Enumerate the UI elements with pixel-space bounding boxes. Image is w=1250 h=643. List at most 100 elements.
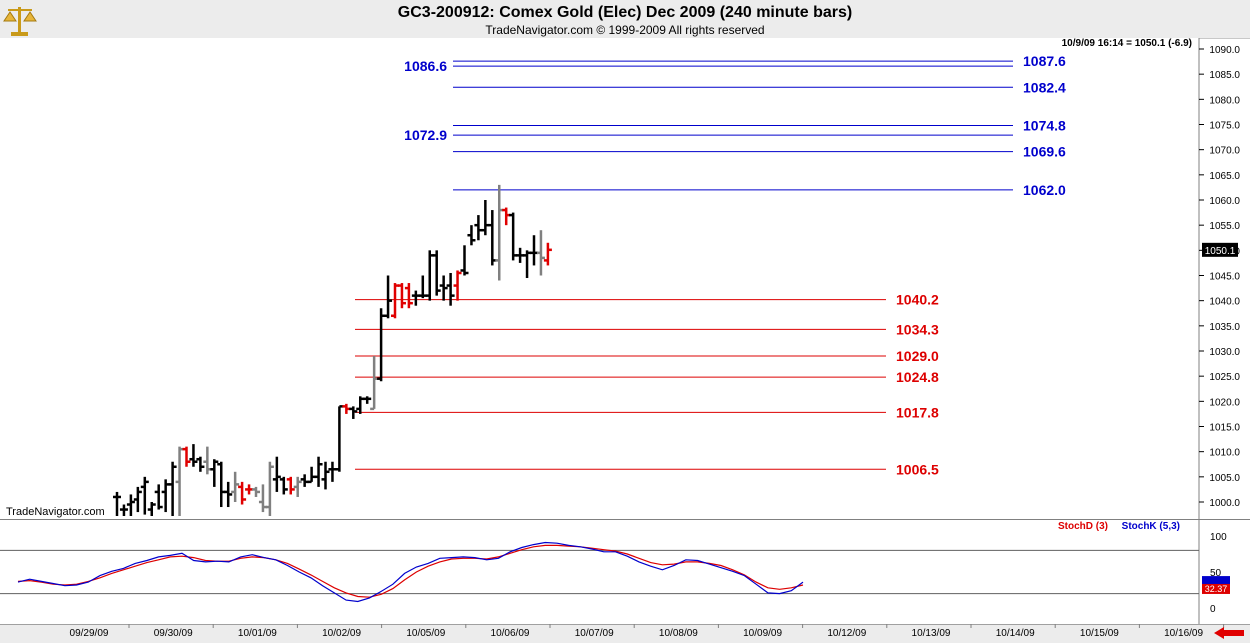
- ohlc-bar: [293, 476, 302, 497]
- date-tick-label: 10/01/09: [238, 628, 277, 639]
- price-tick-label: 1070.0: [1209, 146, 1240, 157]
- stochastic-pane: 100 50 0 32.37: [0, 532, 1230, 615]
- red-level-label: 1040.2: [896, 292, 939, 308]
- ohlc-bar: [446, 272, 455, 306]
- ohlc-bar: [140, 476, 149, 515]
- ohlc-bar: [321, 461, 330, 490]
- red-level-label: 1006.5: [896, 461, 939, 477]
- blue-level-label: 1069.6: [1023, 144, 1066, 160]
- date-tick-label: 10/07/09: [575, 628, 614, 639]
- price-tick-label: 1085.0: [1209, 70, 1240, 81]
- date-axis-labels: 09/29/09 09/30/09 10/01/09 10/02/09 10/05/09…: [70, 624, 1225, 639]
- stochk-tag-bg: [1202, 576, 1230, 586]
- price-tick-label: 1065.0: [1209, 171, 1240, 182]
- ohlc-bar: [543, 242, 552, 266]
- stoch-tick-label: 100: [1210, 532, 1227, 543]
- price-axis: 1000.0 1005.0 1010.0 1015.0 1020.0 1025.0 1030…: [1199, 45, 1240, 509]
- ohlc-bar: [404, 283, 413, 309]
- last-price-tag: 1050.1: [1205, 246, 1236, 257]
- ohlc-bar: [349, 406, 358, 419]
- ohlc-bar: [460, 245, 469, 276]
- date-tick-label: 10/09/09: [743, 628, 782, 639]
- ohlc-bar: [224, 481, 233, 508]
- date-tick-label: 10/13/09: [912, 628, 951, 639]
- stochd-line: [17, 544, 804, 598]
- date-axis: [0, 624, 1250, 643]
- ohlc-bar: [314, 456, 323, 487]
- price-tick-label: 1035.0: [1209, 322, 1240, 333]
- blue-level-label: 1087.6: [1023, 53, 1066, 69]
- price-tick-label: 1060.0: [1209, 196, 1240, 207]
- blue-level-label: 1074.8: [1023, 118, 1066, 134]
- ohlc-bar: [384, 275, 393, 319]
- ohlc-bar: [189, 444, 198, 467]
- legend-stochk: StochK (5,3): [1122, 521, 1180, 532]
- price-tick-label: 1075.0: [1209, 121, 1240, 132]
- ohlc-bar: [182, 446, 191, 467]
- blue-level-label: 1082.4: [1023, 79, 1066, 95]
- ohlc-bar: [196, 456, 205, 472]
- date-tick-label: 10/14/09: [996, 628, 1035, 639]
- stoch-tick-label: 50: [1210, 568, 1222, 579]
- legend-stochd: StochD (3): [1058, 521, 1108, 532]
- copyright-subtitle: TradeNavigator.com © 1999-2009 All right…: [485, 23, 765, 37]
- ohlc-bar: [397, 283, 406, 309]
- ohlc-bar: [238, 481, 247, 505]
- title-bar: GC3-200912: Comex Gold (Elec) Dec 2009 (…: [0, 0, 1250, 39]
- ohlc-bar: [119, 504, 128, 516]
- price-plot-area: [0, 38, 1199, 520]
- ohlc-bar: [467, 225, 476, 246]
- price-tick-label: 1005.0: [1209, 473, 1240, 484]
- price-tick-label: 1040.0: [1209, 297, 1240, 308]
- ohlc-bar: [265, 461, 274, 516]
- ohlc-bar: [432, 250, 441, 296]
- ohlc-bar: [168, 461, 177, 516]
- date-tick-label: 10/02/09: [322, 628, 361, 639]
- stoch-tick-label: 0: [1210, 604, 1216, 615]
- price-tick-label: 1010.0: [1209, 448, 1240, 459]
- stochd-tag-bg: [1202, 583, 1230, 594]
- date-tick-label: 09/30/09: [154, 628, 193, 639]
- ohlc-bar: [439, 275, 448, 301]
- ohlc-bar: [272, 456, 281, 492]
- chart-title: GC3-200912: Comex Gold (Elec) Dec 2009 (…: [397, 4, 853, 21]
- left-arrow-icon[interactable]: [1214, 627, 1244, 639]
- blue-level-label: 1072.9: [404, 127, 447, 143]
- ohlc-bar: [252, 486, 260, 497]
- ohlc-bar: [147, 502, 156, 516]
- red-level-label: 1017.8: [896, 404, 939, 420]
- price-tick-label: 1045.0: [1209, 272, 1240, 283]
- red-level-label: 1024.8: [896, 369, 939, 385]
- blue-level-label: 1086.6: [404, 58, 447, 74]
- price-tick-label: 1015.0: [1209, 423, 1240, 434]
- ohlc-bar: [363, 396, 372, 404]
- date-tick-label: 10/16/09: [1164, 628, 1203, 639]
- watermark-text: TradeNavigator.com: [6, 506, 105, 518]
- date-tick-label: 10/12/09: [827, 628, 866, 639]
- stochk-line: [17, 541, 804, 603]
- price-tick-label: 1080.0: [1209, 95, 1240, 106]
- last-price-info: 10/9/09 16:14 = 1050.1 (-6.9): [1062, 38, 1192, 49]
- ohlc-bar: [286, 476, 295, 495]
- ohlc-bars: [113, 184, 552, 516]
- red-level-label: 1034.3: [896, 321, 939, 337]
- date-tick-label: 09/29/09: [70, 628, 109, 639]
- price-tick-label: 1055.0: [1209, 221, 1240, 232]
- date-tick-label: 10/15/09: [1080, 628, 1119, 639]
- ohlc-bar: [279, 476, 288, 495]
- price-tick-label: 1090.0: [1209, 45, 1240, 56]
- ohlc-bar: [210, 459, 219, 487]
- ohlc-bar: [536, 230, 545, 276]
- price-tick-label: 1030.0: [1209, 347, 1240, 358]
- ohlc-bar: [133, 486, 142, 513]
- red-level-label: 1029.0: [896, 348, 939, 364]
- date-tick-label: 10/06/09: [491, 628, 530, 639]
- price-tick-label: 1000.0: [1209, 498, 1240, 509]
- last-price-tag-bg: [1202, 242, 1238, 257]
- date-tick-label: 10/08/09: [659, 628, 698, 639]
- price-tick-label: 1020.0: [1209, 397, 1240, 408]
- ohlc-bar: [231, 471, 240, 502]
- price-tick-label: 1025.0: [1209, 372, 1240, 383]
- ohlc-bar: [126, 494, 135, 516]
